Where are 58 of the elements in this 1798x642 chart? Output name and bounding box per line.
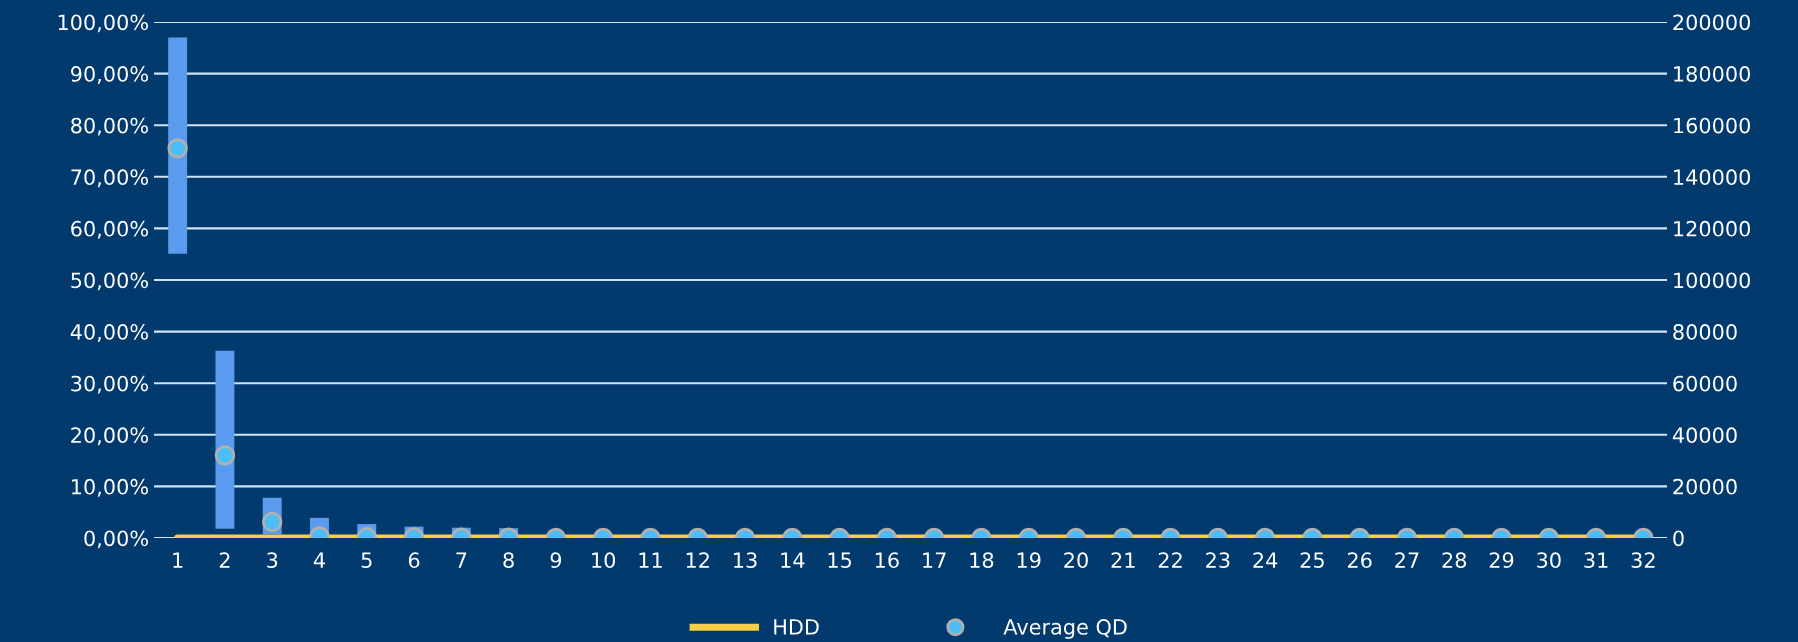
x-tick-label: 25: [1300, 552, 1324, 569]
x-tick-label: 2: [219, 552, 230, 568]
x-tick-label: 27: [1395, 552, 1419, 568]
y-tick-label: 20,00%: [71, 427, 148, 446]
y-tick-label: 10,00%: [71, 478, 148, 497]
x-tick-label: 15: [828, 552, 852, 569]
y-tick-label: 30,00%: [71, 375, 148, 394]
x-tick-label: 28: [1442, 552, 1467, 569]
y2-tick-label: 120000: [1674, 220, 1751, 237]
x-tick-label: 12: [686, 552, 709, 568]
y-tick-label: 0,00%: [84, 530, 148, 549]
y2-tick-label: 0: [1673, 530, 1684, 547]
x-tick-label: 17: [923, 552, 946, 568]
bar: [215, 350, 235, 529]
y-tick-label: 50,00%: [71, 272, 148, 291]
x-tick-label: 26: [1347, 552, 1372, 569]
x-tick-label: 16: [875, 552, 899, 569]
x-tick-label: 30: [1537, 552, 1561, 569]
y2-tick-label: 200000: [1673, 14, 1751, 31]
y-tick-label: 100,00%: [58, 14, 148, 33]
y2-tick-label: 60000: [1673, 375, 1737, 392]
x-tick-label: 29: [1489, 552, 1514, 569]
x-tick-label: 31: [1584, 552, 1608, 569]
x-tick-label: 32: [1631, 552, 1655, 569]
x-tick-label: 1: [173, 552, 183, 568]
y2-tick-label: 180000: [1674, 66, 1751, 82]
x-tick-label: 24: [1253, 552, 1278, 568]
x-tick-label: 11: [639, 552, 662, 568]
x-tick-label: 19: [1017, 552, 1041, 569]
x-tick-label: 18: [970, 552, 994, 569]
x-tick-label: 20: [1064, 552, 1088, 569]
legend-label: HDD: [774, 619, 819, 635]
y2-tick-label: 20000: [1673, 478, 1737, 495]
x-tick-label: 10: [592, 552, 616, 569]
y2-tick-label: 40000: [1672, 427, 1737, 444]
y2-tick-label: 80000: [1673, 324, 1737, 340]
y2-tick-label: 140000: [1674, 169, 1751, 186]
y2-tick-label: 100000: [1674, 272, 1751, 289]
y2-tick-label: 160000: [1674, 117, 1751, 134]
x-tick-label: 23: [1206, 552, 1230, 569]
x-tick-label: 4: [313, 552, 325, 568]
y-tick-label: 80,00%: [71, 117, 148, 136]
x-tick-label: 8: [503, 552, 514, 569]
x-tick-label: 6: [408, 552, 420, 569]
x-tick-label: 5: [361, 552, 372, 569]
x-tick-label: 14: [781, 552, 805, 568]
x-tick-label: 3: [267, 552, 278, 569]
x-tick-label: 13: [734, 552, 757, 569]
y-tick-label: 70,00%: [71, 169, 148, 188]
x-tick-label: 7: [456, 552, 467, 568]
x-tick-label: 22: [1158, 552, 1182, 568]
y-tick-label: 40,00%: [70, 324, 148, 342]
y-tick-label: 60,00%: [71, 220, 148, 239]
x-tick-label: 9: [550, 552, 562, 569]
bar: [168, 37, 188, 254]
legend-label: Average QD: [1003, 619, 1127, 639]
y-tick-label: 90,00%: [71, 66, 148, 84]
x-tick-label: 21: [1111, 552, 1135, 568]
